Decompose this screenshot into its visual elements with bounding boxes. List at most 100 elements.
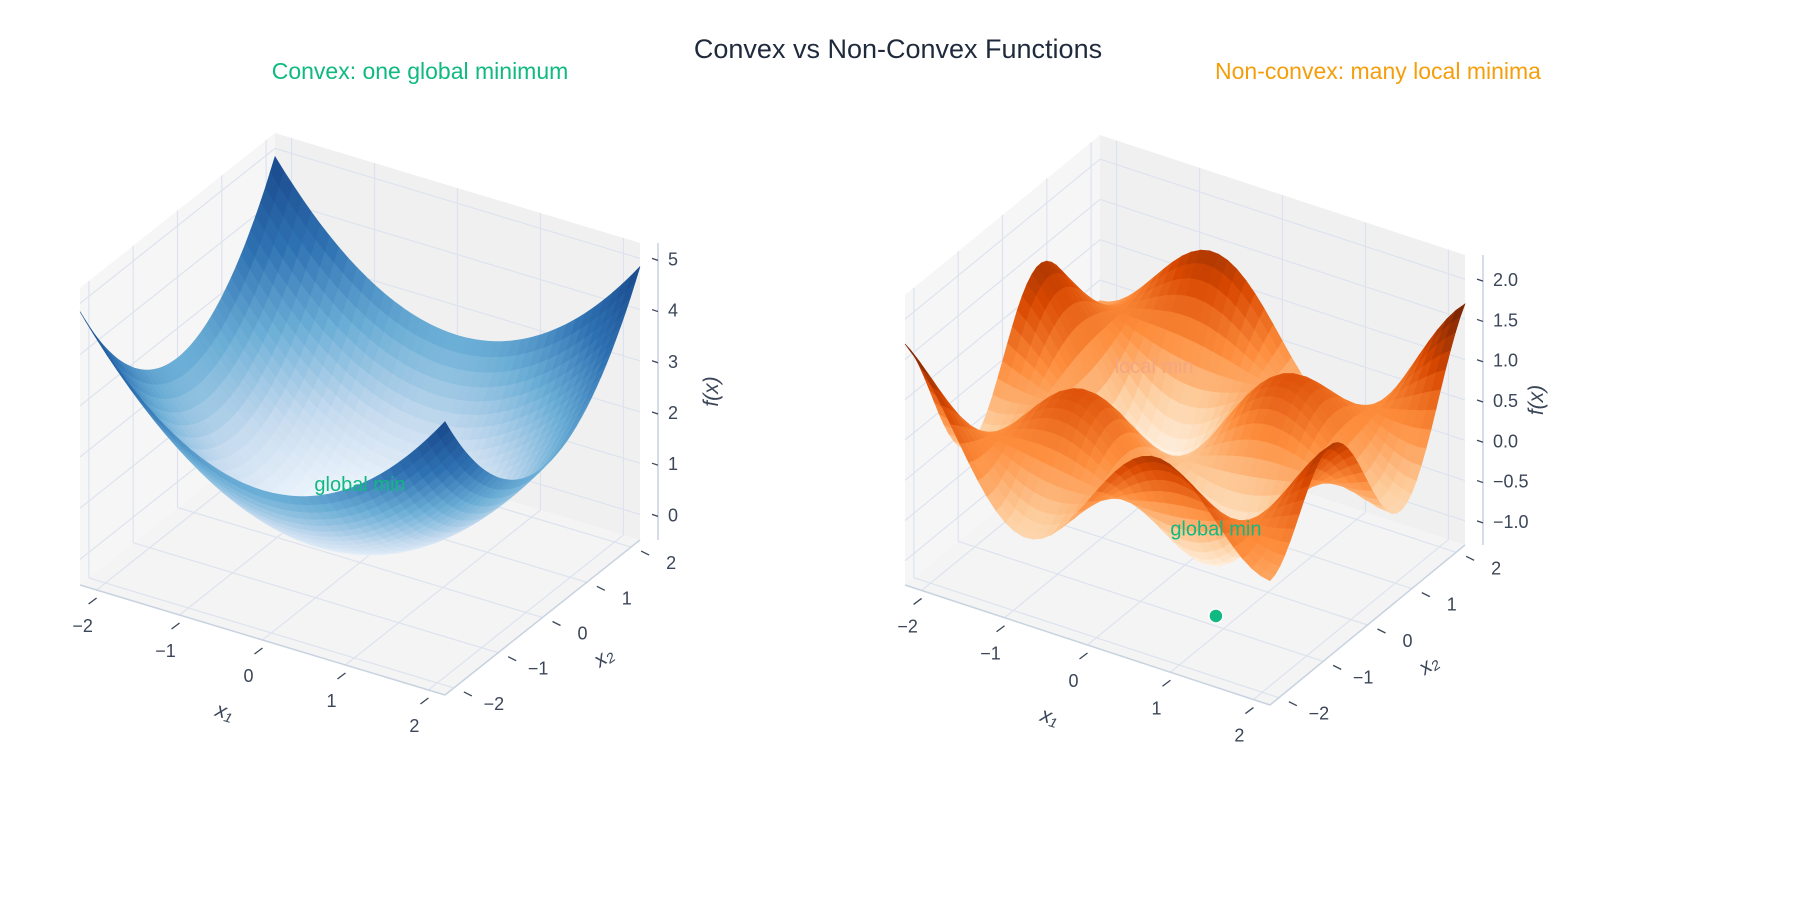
gridline-x — [1170, 511, 1366, 673]
z-tick-label: 0.0 — [1493, 431, 1518, 451]
z-tick-mark — [1476, 318, 1484, 323]
y-tick-mark — [1288, 701, 1298, 707]
annotation-label: local min — [1115, 356, 1194, 378]
gridline-z — [904, 158, 1101, 320]
z-tick-mark — [651, 411, 659, 415]
z-tick-mark — [1476, 520, 1484, 524]
y-tick-label: −1 — [1353, 667, 1374, 687]
x-tick-mark — [1079, 652, 1088, 660]
gridline-x — [1253, 539, 1449, 701]
annotation-label: global min — [1170, 518, 1261, 540]
z-tick-mark — [1476, 479, 1484, 484]
z-axis-title: f(x) — [1525, 385, 1548, 415]
x-tick-mark — [88, 597, 97, 605]
z-tick-label: 1.5 — [1493, 310, 1518, 330]
y-tick-mark — [552, 620, 561, 627]
x-tick-mark — [171, 622, 180, 630]
global-min-marker — [1208, 608, 1224, 624]
y-tick-label: 0 — [577, 624, 587, 644]
y-tick-mark — [1332, 664, 1342, 670]
surface-quad — [435, 421, 451, 440]
x-tick-label: −2 — [72, 616, 93, 636]
x-axis-title: x₁ — [1037, 703, 1061, 730]
z-tick-label: 4 — [668, 301, 678, 321]
z-tick-mark — [1476, 439, 1484, 443]
x-tick-label: −1 — [155, 641, 176, 661]
z-tick-label: 5 — [668, 249, 678, 269]
x-tick-label: 1 — [1151, 698, 1161, 718]
y-axis-line — [1269, 544, 1466, 706]
z-tick-label: 0 — [668, 505, 678, 525]
y-tick-mark — [507, 656, 517, 662]
y-tick-label: 1 — [1447, 595, 1457, 615]
surface — [904, 249, 1466, 582]
x-tick-label: −2 — [897, 616, 918, 636]
x-tick-label: −1 — [980, 644, 1001, 664]
y-tick-mark — [1377, 628, 1386, 634]
z-tick-mark — [1476, 359, 1484, 363]
y-tick-label: 2 — [666, 553, 676, 573]
x-tick-label: 2 — [409, 716, 419, 736]
gridline-z — [904, 198, 1101, 360]
nonconvex-scene[interactable]: −2 −1 0 1 2 −2 −1 0 1 2 −1.0 −0.5 0.0 0.5 1.0 1.5 2.0 x₁ x… — [897, 135, 1548, 746]
z-tick-label: 2.0 — [1493, 270, 1518, 290]
y-tick-mark — [1465, 555, 1475, 561]
y-axis-title: x₂ — [589, 642, 618, 672]
y-tick-label: −1 — [528, 659, 549, 679]
x-axis-line — [904, 584, 1271, 706]
z-tick-mark — [1476, 278, 1484, 282]
z-tick-label: −1.0 — [1493, 512, 1529, 532]
gridline-z — [79, 147, 276, 304]
x-tick-mark — [337, 672, 346, 680]
x-tick-mark — [1245, 707, 1254, 715]
y-tick-mark — [463, 691, 473, 697]
y-axis-title: x₂ — [1414, 650, 1443, 680]
gridline-z — [274, 198, 641, 311]
z-tick-label: 1 — [668, 454, 678, 474]
y-tick-label: −2 — [1309, 704, 1330, 724]
x-tick-label: 0 — [1068, 671, 1078, 691]
z-tick-mark — [651, 513, 659, 518]
x-axis-title: x₁ — [212, 698, 236, 725]
z-axis-title: f(x) — [700, 376, 723, 406]
subtitle-convex: Convex: one global minimum — [272, 58, 569, 84]
x-axis-line — [79, 584, 446, 696]
z-tick-mark — [651, 462, 659, 466]
gridline-z — [1099, 198, 1466, 321]
x-tick-mark — [420, 697, 429, 705]
z-tick-label: 0.5 — [1493, 391, 1518, 411]
x-tick-mark — [254, 647, 263, 655]
y-axis-line — [444, 539, 641, 696]
annotation-label: global min — [314, 474, 405, 496]
z-tick-label: 3 — [668, 352, 678, 372]
convex-scene[interactable]: −2 −1 0 1 2 −2 −1 0 1 2 0 1 2 3 4 5 x₁ x₂ f(x) global min — [72, 133, 723, 736]
x-tick-label: 0 — [243, 666, 253, 686]
z-tick-mark — [651, 257, 659, 261]
y-tick-label: 1 — [622, 588, 632, 608]
surface — [79, 155, 641, 556]
y-tick-mark — [1421, 592, 1431, 598]
y-tick-label: −2 — [484, 694, 505, 714]
gridline-z — [79, 199, 276, 356]
y-tick-mark — [640, 550, 650, 556]
z-tick-label: 1.0 — [1493, 351, 1518, 371]
x-tick-label: 2 — [1234, 726, 1244, 746]
surface-quad — [1260, 570, 1276, 582]
x-tick-mark — [913, 597, 922, 605]
y-tick-label: 2 — [1491, 558, 1501, 578]
z-tick-label: −0.5 — [1493, 472, 1529, 492]
gridline-z — [1099, 239, 1466, 361]
x-tick-mark — [1162, 679, 1171, 687]
z-tick-label: 2 — [668, 403, 678, 423]
z-tick-mark — [1476, 399, 1484, 403]
subtitle-nonconvex: Non-convex: many local minima — [1215, 58, 1541, 84]
gridline-z — [1099, 158, 1466, 280]
gridline-x — [345, 509, 541, 666]
x-tick-mark — [996, 625, 1005, 633]
gridline-y — [177, 506, 543, 619]
z-tick-mark — [651, 360, 659, 364]
chart-title: Convex vs Non-Convex Functions — [694, 34, 1102, 64]
z-tick-mark — [651, 308, 659, 313]
gridline-z — [904, 239, 1101, 401]
